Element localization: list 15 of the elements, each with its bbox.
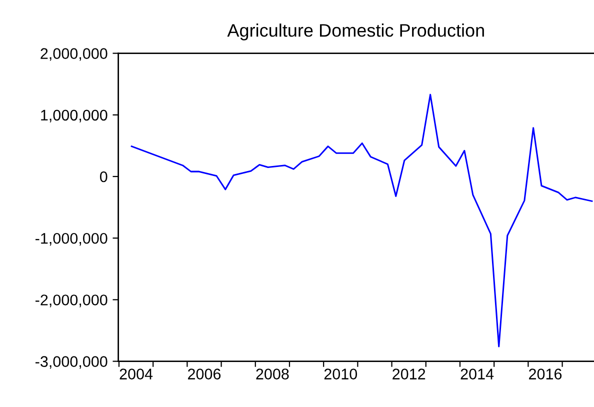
y-tick-label: 1,000,000 [41,110,108,122]
chart-title: Agriculture Domestic Production [227,24,484,40]
y-tick-label: 2,000,000 [40,48,108,61]
x-tick-label: 2008 [256,368,289,380]
y-tick-label: 0 [100,171,108,182]
x-tick-label: 2006 [188,368,221,380]
x-tick-label: 2012 [392,368,426,380]
y-tick-label: -1,000,000 [36,232,108,246]
line-series [130,94,593,348]
x-tick-label: 2004 [120,368,153,380]
x-tick-label: 2014 [460,368,494,380]
y-tick-label: -3,000,000 [36,356,108,369]
y-tick-label: -2,000,000 [36,294,108,308]
x-tick-label: 2016 [529,368,562,380]
x-tick-label: 2010 [324,368,358,380]
